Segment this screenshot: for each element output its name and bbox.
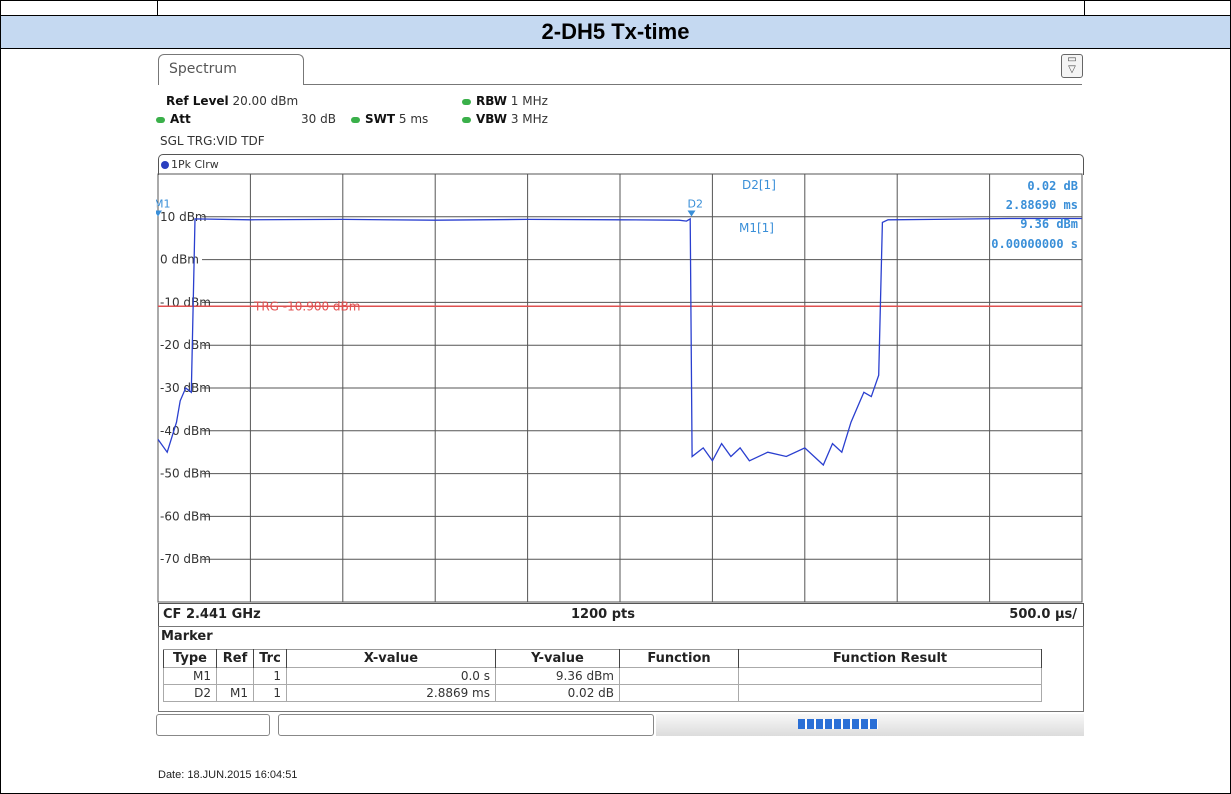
swt-label: SWT <box>365 112 396 126</box>
trigger-line: SGL TRG:VID TDF <box>160 134 265 148</box>
att-label: Att <box>170 112 191 126</box>
m1-readout-label: M1[1] <box>739 221 774 235</box>
page-title: 2-DH5 Tx-time <box>541 19 690 44</box>
table-row[interactable]: D2 M1 1 2.8869 ms 0.02 dB <box>163 684 1042 702</box>
marker-label: M1 <box>156 198 171 211</box>
title-bar: 2-DH5 Tx-time <box>1 15 1230 49</box>
status-message-field[interactable] <box>278 714 654 736</box>
col-trc: Trc <box>253 649 287 668</box>
grid <box>202 174 1082 602</box>
y-tick-label: -20 dBm <box>160 338 211 352</box>
marker-caption: Marker <box>161 629 213 644</box>
cell-x-value: 2.8869 ms <box>286 684 496 702</box>
y-tick-label: 0 dBm <box>160 253 199 267</box>
trace-label-text: 1Pk Clrw <box>171 158 219 171</box>
cell-function-result <box>738 684 1042 702</box>
tab-label: Spectrum <box>169 61 237 77</box>
y-tick-label: 10 dBm <box>160 210 207 224</box>
ref-level-value: 20.00 dBm <box>232 94 299 108</box>
d2-time-readout: 2.88690 ms <box>1006 198 1078 212</box>
col-ref: Ref <box>216 649 254 668</box>
menu-icon[interactable]: ▭ ▽ <box>1061 54 1083 78</box>
cell-function <box>619 667 739 685</box>
cell-y-value: 9.36 dBm <box>495 667 620 685</box>
cell-function <box>619 684 739 702</box>
status-dot-icon <box>462 98 471 105</box>
y-tick-label: -70 dBm <box>160 552 211 566</box>
trace-label: 1Pk Clrw <box>161 158 219 171</box>
swt: SWT 5 ms <box>351 112 428 126</box>
col-type: Type <box>163 649 217 668</box>
vbw: VBW 3 MHz <box>462 112 548 126</box>
ref-level: Ref Level 20.00 dBm <box>166 94 298 108</box>
rbw-label: RBW <box>476 94 507 108</box>
d2-readout-label: D2[1] <box>742 178 776 192</box>
cell-trc: 1 <box>253 684 287 702</box>
tab-rule <box>304 84 1082 85</box>
table-rule <box>1 1 158 15</box>
cell-x-value: 0.0 s <box>286 667 496 685</box>
col-function-result: Function Result <box>738 649 1042 668</box>
marker-table-header: Type Ref Trc X-value Y-value Function Fu… <box>163 649 1042 668</box>
status-dot-icon <box>351 116 360 123</box>
center-frequency: CF 2.441 GHz <box>163 607 261 622</box>
trigger-label: TRG -10.900 dBm <box>253 299 360 313</box>
cell-type: M1 <box>163 667 217 685</box>
d2-level-readout: 0.02 dB <box>1027 179 1078 193</box>
col-function: Function <box>619 649 739 668</box>
vbw-label: VBW <box>476 112 508 126</box>
status-dot-icon <box>462 116 471 123</box>
status-field[interactable] <box>156 714 270 736</box>
status-bar <box>156 712 1086 736</box>
date-stamp: Date: 18.JUN.2015 16:04:51 <box>158 769 298 781</box>
y-tick-label: -50 dBm <box>160 467 211 481</box>
trace-line <box>157 217 1082 467</box>
table-rule <box>1 1 1085 15</box>
m1-level-readout: 9.36 dBm <box>1020 217 1078 231</box>
ref-level-label: Ref Level <box>166 94 229 108</box>
trace-group <box>157 217 1082 467</box>
col-x-value: X-value <box>286 649 496 668</box>
trace-dot-icon <box>161 161 169 169</box>
swt-value: 5 ms <box>398 112 429 126</box>
y-tick-label: -10 dBm <box>160 295 211 309</box>
y-tick-label: -40 dBm <box>160 424 211 438</box>
cell-ref: M1 <box>216 684 254 702</box>
sweep-points: 1200 pts <box>571 607 635 622</box>
rbw-value: 1 MHz <box>510 94 548 108</box>
sweep-progress-meter <box>798 719 878 729</box>
marker-panel: Marker Type Ref Trc X-value Y-value Func… <box>158 626 1084 712</box>
marker-group: M1 D2 <box>156 197 703 217</box>
att: Att <box>156 112 191 126</box>
time-per-division: 500.0 µs/ <box>1009 607 1077 622</box>
cell-function-result <box>738 667 1042 685</box>
marker-m1 <box>156 210 162 217</box>
rbw: RBW 1 MHz <box>462 94 548 108</box>
trigger-line-group: TRG -10.900 dBm <box>158 299 1082 313</box>
status-dot-icon <box>156 116 165 123</box>
cell-trc: 1 <box>253 667 287 685</box>
vbw-value: 3 MHz <box>510 112 548 126</box>
y-tick-label: -60 dBm <box>160 509 211 523</box>
spectrum-analyzer-screen: Spectrum ▭ ▽ Ref Level 20.00 dBm Att 30 d… <box>156 52 1086 750</box>
m1-time-readout: 0.00000000 s <box>991 237 1078 251</box>
marker-table: Type Ref Trc X-value Y-value Function Fu… <box>163 649 1042 702</box>
cell-ref <box>216 667 254 685</box>
marker-label: D2 <box>687 197 702 210</box>
trace-header: 1Pk Clrw <box>158 154 1084 175</box>
col-y-value: Y-value <box>495 649 620 668</box>
att-value: 30 dB <box>301 112 336 126</box>
plot-footer: CF 2.441 GHz 1200 pts 500.0 µs/ <box>158 603 1084 627</box>
table-row[interactable]: M1 1 0.0 s 9.36 dBm <box>163 667 1042 685</box>
cell-y-value: 0.02 dB <box>495 684 620 702</box>
tab-spectrum[interactable]: Spectrum <box>158 54 304 85</box>
marker-d2 <box>687 210 696 217</box>
cell-type: D2 <box>163 684 217 702</box>
